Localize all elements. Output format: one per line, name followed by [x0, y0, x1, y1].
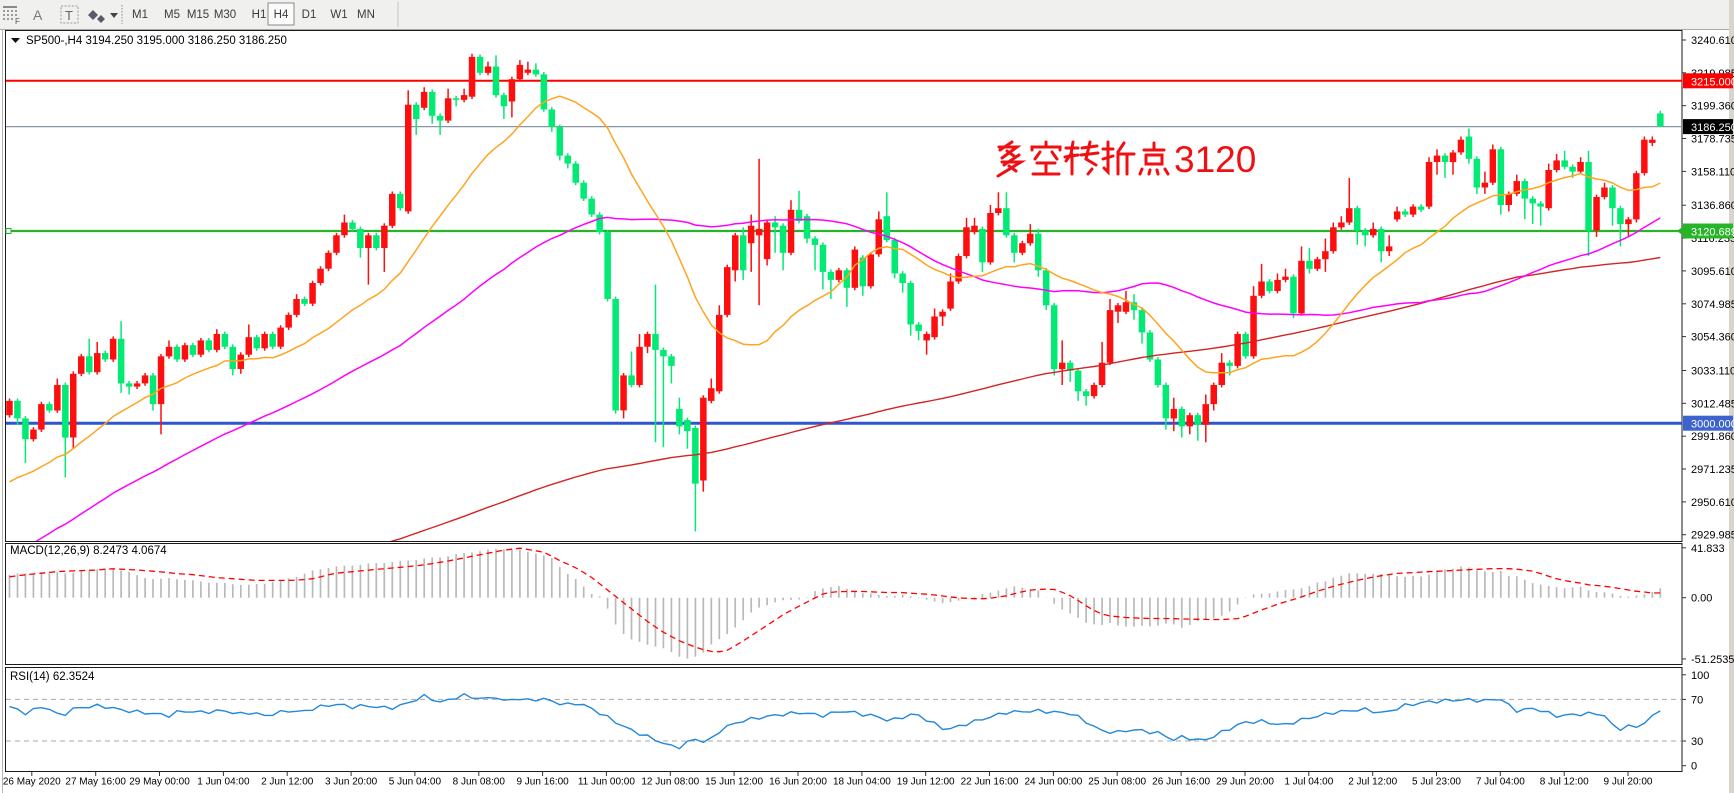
svg-text:5 Jun 04:00: 5 Jun 04:00 — [389, 777, 442, 788]
svg-text:2991.860: 2991.860 — [1691, 431, 1734, 443]
svg-text:0.00: 0.00 — [1691, 593, 1712, 605]
svg-text:3 Jun 20:00: 3 Jun 20:00 — [325, 777, 378, 788]
svg-text:27 May 16:00: 27 May 16:00 — [65, 777, 126, 788]
svg-text:8 Jul 12:00: 8 Jul 12:00 — [1540, 777, 1589, 788]
svg-text:2971.235: 2971.235 — [1691, 464, 1734, 476]
svg-text:7 Jul 04:00: 7 Jul 04:00 — [1476, 777, 1525, 788]
svg-text:MACD(12,26,9) 8.2473 4.0674: MACD(12,26,9) 8.2473 4.0674 — [10, 545, 167, 557]
svg-text:5 Jul 23:00: 5 Jul 23:00 — [1412, 777, 1461, 788]
svg-text:18 Jun 04:00: 18 Jun 04:00 — [833, 777, 891, 788]
svg-text:3095.610: 3095.610 — [1691, 266, 1734, 278]
svg-text:26 May 2020: 26 May 2020 — [3, 777, 61, 788]
svg-text:SP500-,H4 3194.250 3195.000 3: SP500-,H4 3194.250 3195.000 3186.250 318… — [26, 35, 287, 47]
svg-text:24 Jun 00:00: 24 Jun 00:00 — [1024, 777, 1082, 788]
svg-text:RSI(14) 62.3524: RSI(14) 62.3524 — [10, 671, 95, 683]
svg-text:F: F — [15, 17, 20, 26]
svg-text:-51.2535: -51.2535 — [1691, 654, 1734, 666]
svg-text:3012.485: 3012.485 — [1691, 398, 1734, 410]
svg-text:100: 100 — [1691, 670, 1709, 682]
svg-text:1 Jul 04:00: 1 Jul 04:00 — [1284, 777, 1333, 788]
svg-text:M5: M5 — [164, 9, 180, 21]
svg-text:H4: H4 — [274, 9, 289, 21]
svg-text:9 Jun 16:00: 9 Jun 16:00 — [516, 777, 569, 788]
svg-text:1 Jun 04:00: 1 Jun 04:00 — [197, 777, 250, 788]
svg-text:9 Jul 20:00: 9 Jul 20:00 — [1604, 777, 1653, 788]
svg-text:3178.735: 3178.735 — [1691, 134, 1734, 146]
svg-text:D1: D1 — [302, 9, 317, 21]
svg-text:3120.689: 3120.689 — [1691, 227, 1734, 239]
svg-text:15 Jun 12:00: 15 Jun 12:00 — [705, 777, 763, 788]
svg-text:M15: M15 — [187, 9, 209, 21]
svg-text:2 Jun 12:00: 2 Jun 12:00 — [261, 777, 314, 788]
svg-text:26 Jun 16:00: 26 Jun 16:00 — [1152, 777, 1210, 788]
svg-text:11 Jun 00:00: 11 Jun 00:00 — [578, 777, 636, 788]
svg-text:3199.360: 3199.360 — [1691, 101, 1734, 113]
svg-text:3158.110: 3158.110 — [1691, 166, 1734, 178]
svg-text:3240.610: 3240.610 — [1691, 35, 1734, 47]
svg-text:19 Jun 12:00: 19 Jun 12:00 — [897, 777, 955, 788]
svg-text:M1: M1 — [132, 9, 148, 21]
svg-text:T: T — [65, 8, 73, 23]
svg-text:3120: 3120 — [1174, 139, 1256, 180]
svg-text:2929.985: 2929.985 — [1691, 530, 1734, 542]
svg-text:41.833: 41.833 — [1691, 543, 1725, 555]
svg-text:16 Jun 20:00: 16 Jun 20:00 — [769, 777, 827, 788]
svg-text:3033.110: 3033.110 — [1691, 366, 1734, 378]
svg-text:A: A — [33, 7, 43, 23]
svg-text:M30: M30 — [214, 9, 236, 21]
svg-text:MN: MN — [357, 9, 375, 21]
svg-text:3074.985: 3074.985 — [1691, 299, 1734, 311]
svg-text:12 Jun 08:00: 12 Jun 08:00 — [641, 777, 699, 788]
svg-text:2 Jul 12:00: 2 Jul 12:00 — [1348, 777, 1397, 788]
svg-text:25 Jun 08:00: 25 Jun 08:00 — [1088, 777, 1146, 788]
svg-text:W1: W1 — [330, 9, 347, 21]
svg-text:30: 30 — [1691, 736, 1703, 748]
svg-text:29 May 00:00: 29 May 00:00 — [129, 777, 190, 788]
svg-text:H1: H1 — [252, 9, 267, 21]
svg-text:3186.250: 3186.250 — [1691, 122, 1734, 134]
svg-text:2950.610: 2950.610 — [1691, 497, 1734, 509]
svg-text:70: 70 — [1691, 694, 1703, 706]
svg-text:0: 0 — [1691, 761, 1697, 773]
svg-text:29 Jun 20:00: 29 Jun 20:00 — [1216, 777, 1274, 788]
svg-text:3136.860: 3136.860 — [1691, 200, 1734, 212]
svg-text:8 Jun 08:00: 8 Jun 08:00 — [453, 777, 506, 788]
svg-text:3000.000: 3000.000 — [1691, 419, 1734, 431]
svg-text:22 Jun 16:00: 22 Jun 16:00 — [961, 777, 1019, 788]
svg-text:3215.000: 3215.000 — [1691, 76, 1734, 88]
svg-text:3054.360: 3054.360 — [1691, 332, 1734, 344]
